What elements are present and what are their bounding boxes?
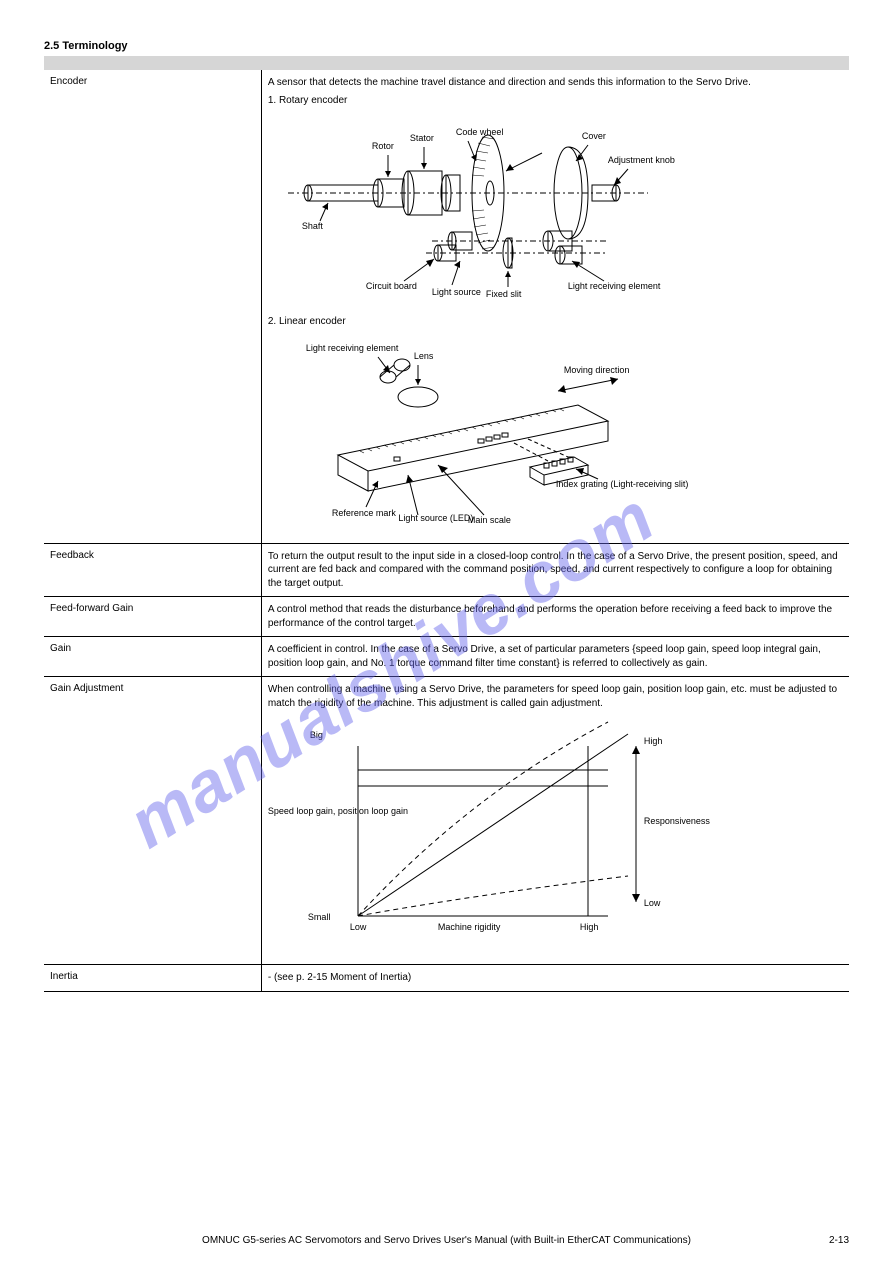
label-circuitboard: Circuit board (366, 281, 417, 291)
term-ffgain: Feed-forward Gain (50, 603, 255, 614)
term-gain: Gain (50, 643, 255, 654)
term-feedback: Feedback (50, 550, 255, 561)
label2-moving: Moving direction (564, 365, 630, 375)
label-codewheel: Code wheel (456, 127, 504, 137)
term-encoder: Encoder (50, 76, 255, 87)
label2-mainscale: Main scale (468, 515, 511, 525)
term-gainadj: Gain Adjustment (50, 683, 255, 694)
footer-pageno: 2-13 (829, 1235, 849, 1246)
chart-r-top: High (644, 736, 663, 746)
label-stator: Stator (410, 133, 434, 143)
gain-chart-svg (268, 716, 708, 956)
encoder-linear-heading: 2. Linear encoder (268, 315, 843, 329)
terminology-table: Encoder A sensor that detects the machin… (44, 70, 849, 992)
encoder-intro: A sensor that detects the machine travel… (268, 76, 843, 90)
label-lightrecv: Light receiving element (568, 281, 661, 291)
body-gain: A coefficient in control. In the case of… (268, 643, 843, 670)
table-row: Feed-forward Gain A control method that … (44, 597, 849, 637)
chart-ylabel-top: Speed loop gain, position loop gain (268, 806, 354, 816)
section-title: Terminology (62, 40, 127, 52)
table-row: Feedback To return the output result to … (44, 543, 849, 597)
body-feedback: To return the output result to the input… (268, 550, 843, 591)
table-row: Inertia - (see p. 2-15 Moment of Inertia… (44, 965, 849, 992)
label-fixedslit: Fixed slit (486, 289, 522, 299)
heading-bar (44, 56, 849, 70)
figure-gain-chart: Big Speed loop gain, position loop gain … (268, 716, 843, 956)
body-inertia: - (see p. 2-15 Moment of Inertia) (268, 971, 843, 985)
page: 2.5 Terminology Encoder A sensor that de… (0, 0, 893, 1263)
label-cover: Cover (582, 131, 606, 141)
term-inertia: Inertia (50, 971, 255, 982)
label-lightsource: Light source (432, 287, 481, 297)
chart-r-bottom: Low (644, 898, 661, 908)
section-heading: 2.5 Terminology (44, 40, 849, 52)
table-row: Encoder A sensor that detects the machin… (44, 70, 849, 543)
chart-r-label: Responsiveness (644, 816, 710, 826)
chart-ylabel-big: Big (310, 730, 323, 740)
label-rotor: Rotor (372, 141, 394, 151)
body-ffgain: A control method that reads the disturba… (268, 603, 843, 630)
label2-refmark: Reference mark (332, 508, 396, 518)
label2-lightsource: Light source (LED) (396, 513, 476, 523)
chart-ylabel-small: Small (308, 912, 331, 922)
chart-xright: High (580, 922, 599, 932)
chart-xleft: Low (350, 922, 367, 932)
body-gainadj: When controlling a machine using a Servo… (268, 683, 843, 710)
encoder-rotary-heading: 1. Rotary encoder (268, 94, 843, 108)
table-row: Gain Adjustment When controlling a machi… (44, 677, 849, 965)
footer-title: OMNUC G5-series AC Servomotors and Servo… (44, 1235, 849, 1246)
table-row: Gain A coefficient in control. In the ca… (44, 637, 849, 677)
figure-rotary-encoder: Rotor Stator Code wheel Cover Adjustment… (268, 113, 843, 313)
chart-xcenter: Machine rigidity (438, 922, 501, 932)
label-adjknob: Adjustment knob (608, 155, 675, 165)
figure-linear-encoder: Light receiving element Lens Moving dire… (268, 335, 843, 535)
label2-lens: Lens (414, 351, 434, 361)
label2-index: Index grating (Light-receiving slit) (556, 479, 666, 489)
label-shaft: Shaft (302, 221, 323, 231)
label2-lightrecv: Light receiving element (306, 343, 399, 353)
section-number: 2.5 (44, 40, 59, 52)
